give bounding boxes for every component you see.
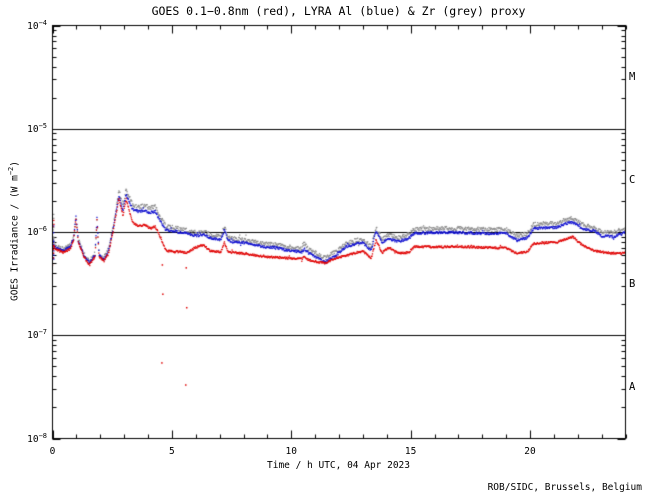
y-axis-title-text: GOES Irradiance / (W m (9, 175, 21, 302)
x-tick-label: 0 (49, 446, 56, 457)
flare-class-label-a: A (629, 380, 636, 393)
credit-footer: ROB/SIDC, Brussels, Belgium (487, 482, 642, 493)
y-tick-label: 10−5 (27, 121, 47, 135)
flare-class-label-b: B (629, 277, 636, 290)
y-axis-title-exponent: −2 (7, 166, 16, 176)
y-tick-label: 10−6 (27, 225, 47, 239)
y-tick-label: 10−4 (27, 18, 47, 32)
x-tick-label: 10 (285, 446, 297, 457)
flare-class-label-c: C (629, 174, 636, 187)
flare-class-label-m: M (629, 71, 636, 84)
y-tick-label: 10−8 (27, 431, 47, 445)
x-tick-label: 15 (404, 446, 417, 457)
y-tick-label: 10−7 (27, 328, 47, 342)
x-axis-title: Time / h UTC, 04 Apr 2023 (267, 460, 410, 471)
y-axis-title-close: ) (9, 160, 21, 167)
x-tick-label: 5 (169, 446, 175, 457)
x-tick-label: 20 (524, 446, 536, 457)
chart-title: GOES 0.1−0.8nm (red), LYRA Al (blue) & Z… (151, 4, 526, 18)
